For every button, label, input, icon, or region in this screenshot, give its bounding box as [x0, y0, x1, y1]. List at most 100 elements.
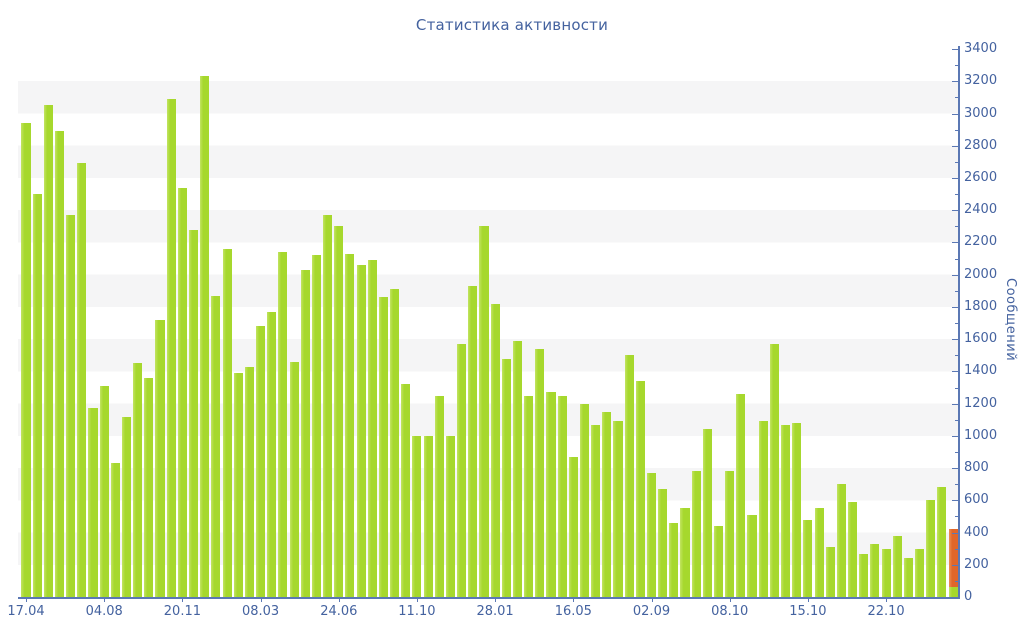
bar[interactable] [915, 548, 925, 597]
bar[interactable] [390, 289, 400, 597]
bar[interactable] [144, 377, 154, 597]
bar[interactable] [568, 456, 578, 597]
y-axis-tick [952, 274, 958, 276]
bar[interactable] [881, 548, 891, 597]
bar[interactable] [211, 295, 221, 597]
bar[interactable] [401, 384, 411, 597]
bar[interactable] [244, 366, 254, 597]
bar[interactable] [848, 501, 858, 597]
bar[interactable] [43, 105, 53, 597]
bar[interactable] [669, 522, 679, 597]
x-axis-line [18, 597, 960, 599]
bar[interactable] [189, 229, 199, 597]
current-bar-orange[interactable] [948, 529, 958, 588]
bar[interactable] [769, 344, 779, 597]
bar[interactable] [501, 358, 511, 597]
bar[interactable] [479, 226, 489, 597]
bar[interactable] [66, 215, 76, 597]
y-axis-tick-label: 2800 [964, 137, 998, 153]
bar[interactable] [300, 269, 310, 597]
bar[interactable] [926, 500, 936, 597]
x-axis-tick-label: 04.08 [85, 604, 123, 619]
bar[interactable] [613, 421, 623, 597]
bar[interactable] [32, 194, 42, 597]
bar[interactable] [77, 163, 87, 597]
bar[interactable] [155, 319, 165, 597]
bar[interactable] [937, 487, 947, 597]
x-axis-tick [651, 597, 653, 602]
bar[interactable] [859, 553, 869, 597]
bar[interactable] [166, 99, 176, 597]
bar[interactable] [691, 471, 701, 597]
bar[interactable] [233, 373, 243, 597]
y-axis-tick [952, 49, 958, 50]
bar[interactable] [602, 411, 612, 597]
bar[interactable] [110, 463, 120, 597]
bar[interactable] [356, 265, 366, 597]
bar[interactable] [524, 395, 534, 597]
bar[interactable] [836, 484, 846, 597]
bar[interactable] [133, 363, 143, 597]
bar[interactable] [646, 472, 657, 597]
bar[interactable] [121, 416, 132, 597]
bar[interactable] [88, 408, 98, 597]
bar[interactable] [591, 424, 601, 597]
bar[interactable] [256, 326, 266, 597]
bar[interactable] [747, 514, 757, 597]
bar[interactable] [736, 393, 746, 597]
bar[interactable] [21, 123, 31, 597]
y-axis-tick-label: 1400 [964, 363, 998, 379]
bar[interactable] [412, 435, 422, 597]
bar[interactable] [490, 303, 500, 597]
bar[interactable] [99, 385, 109, 597]
y-axis-tick [955, 451, 958, 453]
bar[interactable] [222, 248, 232, 597]
bar[interactable] [278, 252, 288, 597]
bar[interactable] [702, 429, 712, 597]
bar[interactable] [323, 215, 333, 597]
bar[interactable] [457, 344, 467, 597]
bar[interactable] [345, 253, 355, 597]
bar[interactable] [892, 535, 902, 597]
bar[interactable] [311, 255, 321, 597]
bar[interactable] [635, 381, 645, 597]
bar[interactable] [758, 421, 768, 597]
bar[interactable] [200, 76, 210, 597]
bar[interactable] [825, 547, 835, 597]
bar[interactable] [468, 285, 478, 597]
bar[interactable] [903, 558, 913, 597]
bar[interactable] [781, 424, 791, 597]
bar[interactable] [535, 348, 545, 597]
bar[interactable] [434, 395, 444, 597]
current-bar-green-base[interactable] [948, 587, 958, 597]
bar[interactable] [334, 226, 344, 597]
bar[interactable] [870, 543, 880, 597]
y-axis-tick [955, 484, 958, 486]
bar[interactable] [423, 435, 433, 597]
bar[interactable] [792, 422, 802, 597]
y-axis-tick-label: 3400 [964, 41, 998, 56]
bar[interactable] [803, 519, 813, 597]
bar[interactable] [267, 311, 277, 597]
bar[interactable] [579, 403, 590, 597]
bar[interactable] [814, 508, 824, 597]
bar[interactable] [367, 260, 377, 597]
bar[interactable] [725, 471, 735, 597]
chart-title: Статистика активности [415, 16, 609, 34]
bar[interactable] [512, 340, 523, 597]
bar[interactable] [713, 526, 724, 597]
bar[interactable] [54, 131, 65, 597]
bar[interactable] [177, 187, 187, 597]
bar[interactable] [378, 297, 388, 597]
y-axis-title: Сообщений [1003, 278, 1018, 362]
bar[interactable] [624, 355, 634, 597]
bar[interactable] [289, 361, 299, 597]
bar[interactable] [680, 508, 690, 597]
bar[interactable] [658, 489, 668, 597]
y-axis-tick-label: 2200 [964, 234, 998, 250]
bar[interactable] [557, 395, 567, 597]
y-axis-tick-label: 0 [964, 589, 973, 604]
bar[interactable] [546, 392, 556, 597]
bar[interactable] [445, 435, 456, 597]
